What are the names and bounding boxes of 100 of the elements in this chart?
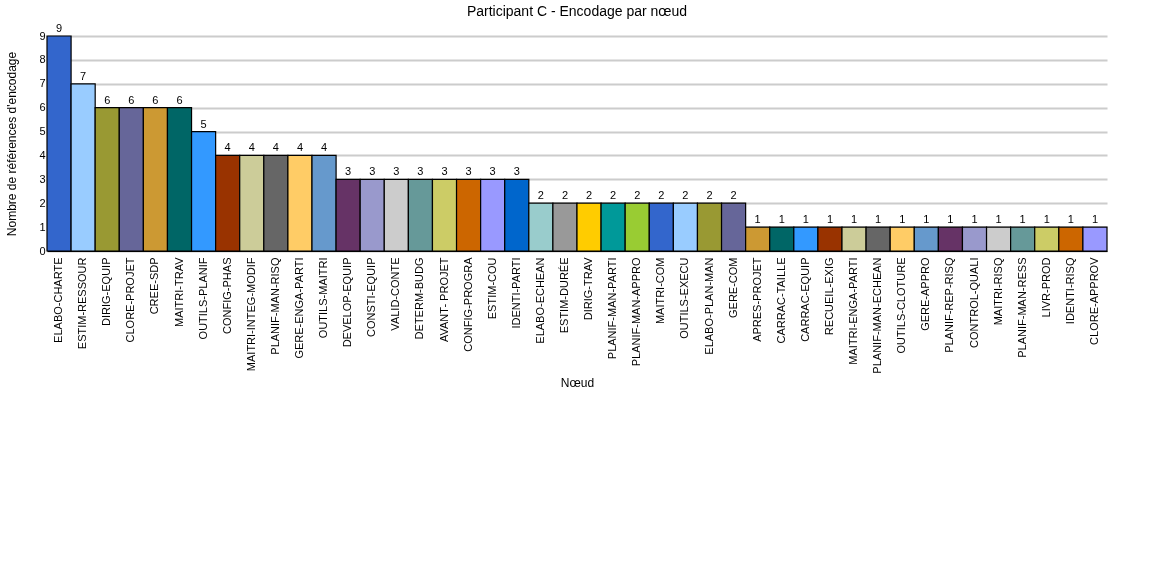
x-tick-label: CARRAC-EQUIP	[798, 257, 811, 342]
data-label: 1	[995, 213, 1002, 226]
data-label: 1	[947, 213, 954, 226]
x-tick-label: CARRAC-TAILLE	[774, 257, 787, 344]
x-tick-label: IDENTI-RISQ	[1063, 257, 1076, 325]
x-tick-label: DIRIG-TRAV	[582, 256, 595, 321]
data-label: 2	[658, 189, 665, 202]
data-label: 5	[200, 117, 207, 130]
x-tick-label: CONFIG-PHAS	[220, 257, 233, 334]
data-label: 1	[754, 213, 761, 226]
data-label: 4	[296, 141, 304, 154]
x-tick-label: MAITRI-COM	[654, 257, 667, 325]
y-tick-label: 4	[39, 148, 46, 161]
data-label: 3	[369, 165, 376, 178]
data-label: 1	[826, 213, 834, 226]
data-label: 6	[104, 93, 111, 106]
x-tick-label: CONSTI-EQUIP	[365, 257, 378, 337]
x-tick-label: CLORE-APPROV	[1087, 256, 1100, 345]
x-tick-label: IDENTI-PARTI	[509, 257, 522, 329]
y-tick-label: 9	[39, 29, 46, 42]
data-label: 6	[128, 93, 135, 106]
x-tick-label: CREE-SDP	[148, 257, 161, 315]
x-tick-label: LIVR-PROD	[1039, 257, 1052, 318]
x-tick-label: ESTIM-DURÉE	[557, 257, 570, 334]
x-tick-label: PLANIF-MAN-APPRO	[630, 257, 643, 367]
data-label: 1	[1091, 213, 1099, 226]
y-tick-label: 3	[39, 172, 46, 185]
x-tick-label: ESTIM-RESSOUR	[76, 257, 89, 350]
data-label: 7	[80, 69, 87, 82]
data-label: 2	[634, 189, 641, 202]
y-tick-label: 7	[39, 77, 46, 90]
data-label: 3	[513, 165, 520, 178]
x-tick-label: PLANIF-REP-RISQ	[943, 257, 956, 353]
x-tick-label: GERE-APPRO	[919, 257, 932, 331]
data-label: 3	[345, 165, 352, 178]
data-label: 1	[1043, 213, 1050, 226]
x-tick-label: ELABO-PLAN-MAN	[702, 257, 715, 355]
data-label: 4	[224, 141, 231, 154]
data-label: 6	[152, 93, 159, 106]
x-tick-label: PLANIF-MAN-RESS	[1015, 257, 1028, 358]
y-tick-label: 0	[39, 244, 46, 257]
x-tick-label: CONFIG-PROGRA	[461, 256, 474, 352]
data-label: 3	[417, 165, 424, 178]
chart-title: Participant C - Encodage par nœud	[466, 3, 688, 19]
data-label: 1	[971, 213, 978, 226]
data-label: 2	[561, 189, 569, 202]
x-tick-label: PLANIF-MAN-RISQ	[268, 257, 281, 355]
x-tick-label: CONTROL-QUALI	[967, 257, 980, 348]
data-label: 4	[320, 141, 328, 154]
x-tick-label: GERE-COM	[726, 257, 739, 318]
x-tick-label: PLANIF-MAN-PARTI	[606, 257, 619, 360]
x-tick-label: DIRIG-EQUIP	[100, 257, 113, 326]
x-tick-label: MAITRI-TRAV	[172, 256, 185, 327]
x-tick-label: CLORE-PROJET	[124, 257, 137, 343]
data-label: 4	[248, 141, 255, 154]
data-label: 1	[1067, 213, 1074, 226]
x-tick-label: MAITRI-ENGA-PARTI	[847, 257, 860, 365]
x-tick-label: OUTILS-PLANIF	[196, 257, 209, 340]
x-tick-label: OUTILS-EXECU	[678, 257, 691, 339]
x-tick-label: DETERM-BUDG	[413, 257, 426, 340]
data-label: 3	[393, 165, 400, 178]
data-label: 2	[537, 189, 544, 202]
x-tick-label: ELABO-ECHEAN	[533, 257, 546, 344]
data-label: 6	[176, 93, 183, 106]
y-tick-label: 2	[39, 196, 46, 209]
data-label: 1	[1019, 213, 1026, 226]
y-tick-label: 6	[39, 101, 46, 114]
x-tick-label: AVANT- PROJET	[437, 257, 450, 343]
x-tick-label: MAITRI-RISQ	[991, 257, 1004, 326]
y-tick-label: 5	[39, 125, 46, 138]
x-tick-label: ESTIM-COU	[485, 257, 498, 320]
x-tick-label: VALID-CONTE	[389, 257, 402, 331]
x-tick-label: OUTILS-CLOTURE	[895, 257, 908, 354]
x-tick-label: ELABO-CHARTE	[52, 257, 65, 343]
data-label: 1	[875, 213, 882, 226]
x-tick-label: MAITRI-INTEG-MODIF	[244, 257, 257, 372]
x-tick-label: OUTILS-MAITRI	[317, 257, 330, 339]
data-label: 1	[778, 213, 785, 226]
data-label: 2	[706, 189, 713, 202]
x-tick-label: PLANIF-MAN-ECHEAN	[871, 257, 884, 374]
x-axis-title: Nœud	[560, 375, 595, 390]
x-tick-label: DEVELOP-EQUIP	[341, 257, 354, 348]
data-label: 2	[730, 189, 737, 202]
y-axis-title: Nombre de références d'encodage	[5, 51, 20, 237]
x-tick-label: GERE-ENGA-PARTI	[292, 257, 305, 359]
y-tick-label: 8	[39, 53, 46, 66]
data-label: 2	[682, 189, 689, 202]
data-label: 1	[899, 213, 906, 226]
data-label: 3	[489, 165, 496, 178]
data-label: 2	[610, 189, 617, 202]
x-tick-label: RECUEIL-EXIG	[822, 257, 835, 336]
data-label: 1	[923, 213, 930, 226]
data-label: 1	[802, 213, 809, 226]
data-label: 3	[465, 165, 472, 178]
data-label: 9	[55, 22, 63, 34]
data-label: 1	[850, 213, 858, 226]
data-label: 2	[585, 189, 593, 202]
data-label: 4	[272, 141, 279, 154]
data-label: 3	[441, 165, 448, 178]
y-tick-label: 1	[39, 220, 46, 233]
